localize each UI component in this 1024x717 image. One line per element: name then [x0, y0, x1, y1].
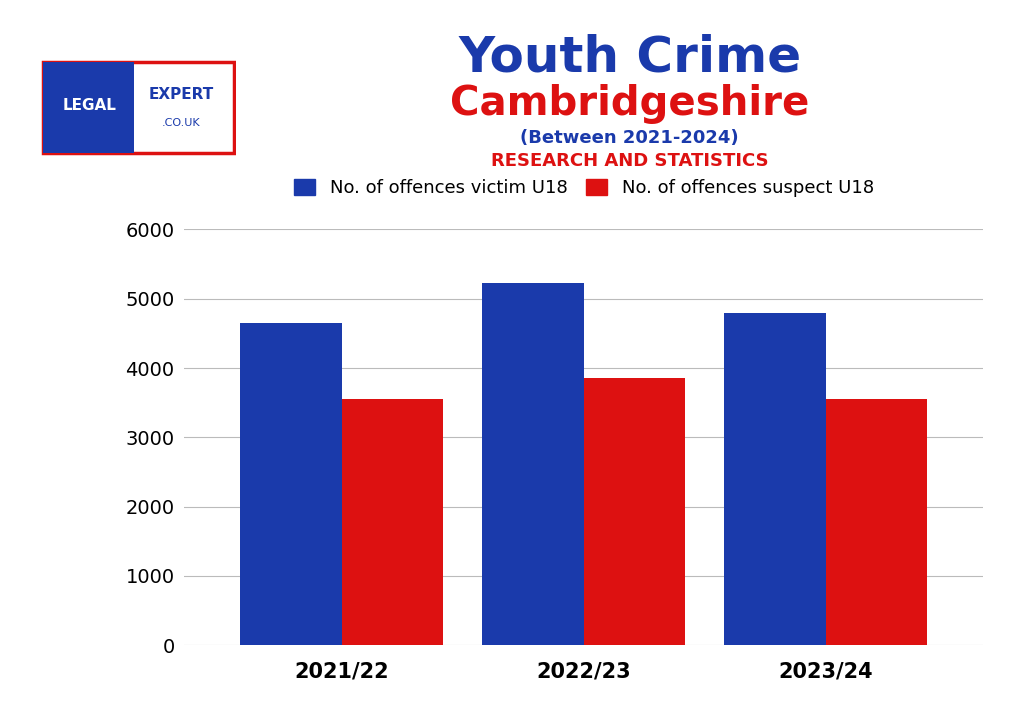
Text: Youth Crime: Youth Crime — [458, 34, 802, 81]
Text: EXPERT: EXPERT — [148, 87, 214, 102]
Text: .CO.UK: .CO.UK — [162, 118, 201, 128]
FancyBboxPatch shape — [43, 62, 233, 153]
Text: Cambridgeshire: Cambridgeshire — [451, 84, 809, 124]
Bar — [240, 323, 342, 645]
Text: LEGAL: LEGAL — [62, 98, 117, 113]
Legend: No. of offences victim U18, No. of offences suspect U18: No. of offences victim U18, No. of offen… — [287, 172, 881, 204]
Text: RESEARCH AND STATISTICS: RESEARCH AND STATISTICS — [490, 152, 769, 171]
Bar — [584, 379, 685, 645]
FancyBboxPatch shape — [43, 62, 134, 153]
Bar — [342, 399, 443, 645]
Bar — [482, 282, 584, 645]
Text: (Between 2021-2024): (Between 2021-2024) — [520, 128, 739, 147]
Bar — [825, 399, 928, 645]
Bar — [724, 313, 825, 645]
